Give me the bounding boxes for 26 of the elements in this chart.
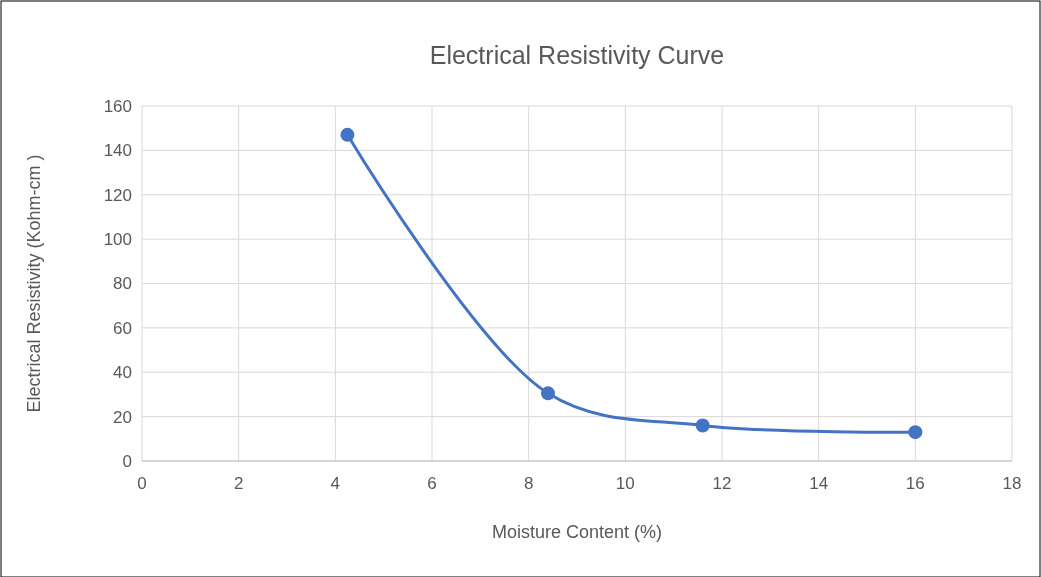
x-tick-label: 6 [427,474,437,493]
y-tick-label: 0 [122,451,132,471]
x-axis-title: Moisture Content (%) [491,522,663,542]
x-tick-label: 2 [233,474,244,493]
y-tick-label: 100 [103,230,132,250]
point [695,418,710,433]
x-tick-label: 16 [905,474,925,493]
y-axis-title: Electrical Resistivity (Kohm-cm ) [24,154,44,413]
x-tick-label: 8 [523,474,534,493]
x-tick-label: 10 [615,474,635,493]
x-tick-label: 14 [809,474,829,493]
point [908,425,923,440]
y-tick-label: 140 [103,141,132,161]
y-tick-label: 80 [113,274,132,294]
x-tick-label: 12 [712,474,732,493]
y-tick-label: 40 [113,363,132,383]
point [541,386,555,401]
x-tick-label: 0 [137,474,147,493]
x-tick-label: 4 [330,474,341,493]
point [340,127,355,142]
y-tick-label: 20 [113,407,132,427]
x-tick-label: 18 [1002,474,1022,493]
y-tick-label: 60 [113,318,132,338]
y-tick-label: 120 [103,185,132,205]
chart-title: Electrical Resistivity Curve [429,41,725,69]
y-tick-label: 160 [103,96,132,116]
